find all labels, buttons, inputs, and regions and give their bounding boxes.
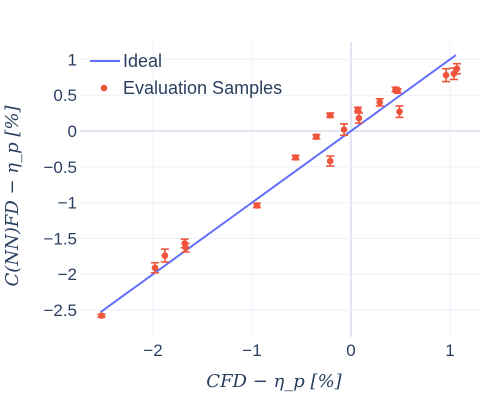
y-tick-label: −2.5 (43, 301, 77, 320)
sample-point[interactable] (353, 106, 362, 113)
sample-marker (253, 202, 261, 209)
sample-point[interactable] (181, 242, 190, 253)
y-tick-label: 1 (68, 50, 77, 69)
ideal-series (99, 54, 457, 313)
sample-marker (442, 71, 450, 79)
x-tick-label: −1 (242, 341, 261, 360)
y-tick-label: −0.5 (43, 158, 77, 177)
sample-point[interactable] (312, 133, 321, 141)
x-tick-label: 0 (346, 341, 355, 360)
sample-point[interactable] (252, 202, 261, 209)
sample-point[interactable] (326, 111, 335, 119)
evaluation-samples-series (97, 62, 461, 320)
sample-marker (161, 252, 169, 259)
x-tick-label: 1 (445, 341, 454, 360)
sample-marker (394, 87, 401, 95)
sample-point[interactable] (326, 155, 335, 167)
sample-marker (396, 108, 403, 115)
plot-background (80, 42, 480, 337)
sample-point[interactable] (291, 154, 300, 161)
ideal-line (99, 54, 457, 313)
sample-point[interactable] (97, 312, 106, 320)
y-tick-label: 0 (68, 122, 77, 141)
sample-point[interactable] (395, 105, 404, 119)
y-axis-tick-labels: −2.5 −2 −1.5 −1 −0.5 0 0.5 1 (43, 50, 77, 320)
sample-point[interactable] (340, 123, 349, 137)
y-tick-label: −1 (58, 194, 77, 213)
legend-samples-swatch (100, 84, 108, 92)
x-axis-tick-labels: −2 −1 0 1 (143, 341, 454, 360)
sample-marker (151, 264, 159, 272)
sample-marker (340, 126, 348, 133)
legend-ideal-label[interactable]: Ideal (123, 51, 162, 71)
y-tick-label: −2 (58, 265, 77, 284)
sample-marker (292, 154, 299, 161)
sample-point[interactable] (452, 62, 461, 75)
sample-point[interactable] (442, 67, 451, 83)
grid-lines (80, 42, 480, 337)
x-tick-label: −2 (143, 341, 162, 360)
sample-point[interactable] (150, 261, 159, 274)
sample-marker (326, 157, 334, 165)
sample-marker (453, 65, 461, 73)
sample-point[interactable] (354, 112, 363, 124)
sample-marker (182, 244, 189, 252)
sample-marker (313, 133, 320, 141)
sample-marker (98, 312, 105, 320)
y-tick-label: −1.5 (43, 229, 77, 248)
sample-marker (354, 106, 362, 113)
x-axis-title: CFD − η_p [%] (206, 371, 342, 392)
legend-samples-label[interactable]: Evaluation Samples (123, 78, 282, 98)
sample-point[interactable] (160, 248, 169, 263)
sample-marker (326, 111, 334, 119)
sample-point[interactable] (393, 87, 402, 95)
legend[interactable]: Ideal Evaluation Samples (90, 51, 282, 98)
y-axis-title: C(NN)FD − η_p [%] (2, 105, 23, 287)
sample-marker (355, 114, 363, 122)
sample-point[interactable] (375, 97, 384, 107)
y-tick-label: 0.5 (53, 86, 77, 105)
sample-marker (376, 99, 384, 106)
